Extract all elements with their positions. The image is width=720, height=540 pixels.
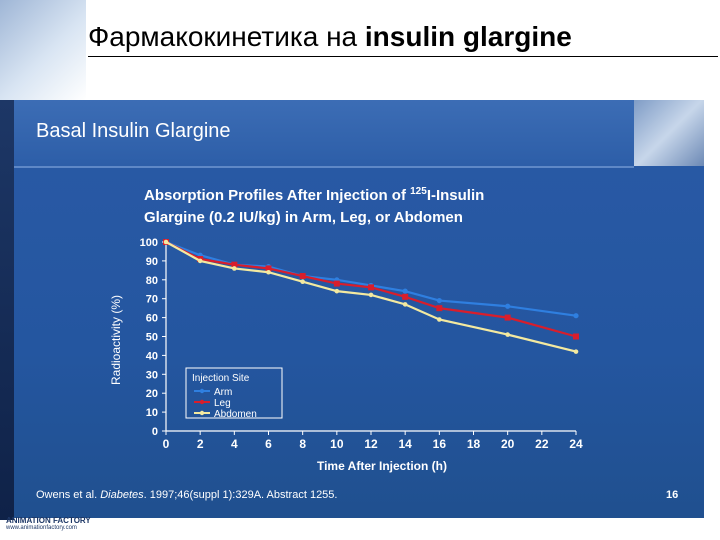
x-axis-label: Time After Injection (h) — [317, 459, 447, 473]
chart: Absorption Profiles After Injection of 1… — [36, 186, 678, 501]
data-point — [368, 292, 374, 298]
x-tick-label: 6 — [265, 437, 272, 451]
legend-label: Leg — [214, 398, 231, 409]
legend-label: Abdomen — [214, 409, 257, 420]
x-tick-label: 16 — [433, 437, 447, 451]
x-tick-label: 12 — [364, 437, 378, 451]
x-tick-label: 22 — [535, 437, 549, 451]
slide-number: 16 — [666, 489, 678, 501]
left-strip — [0, 100, 14, 520]
data-point — [505, 332, 510, 337]
data-point — [402, 293, 409, 300]
data-point — [266, 269, 271, 275]
footer-logo: ANIMATION FACTORY www.animationfactory.c… — [6, 516, 91, 531]
data-point — [505, 303, 511, 309]
x-tick-label: 24 — [569, 437, 583, 451]
series-abdomen — [163, 239, 579, 354]
data-point — [436, 305, 443, 312]
data-point — [437, 317, 442, 322]
y-tick-label: 60 — [146, 313, 158, 325]
legend-marker — [199, 399, 205, 405]
legend-title: Injection Site — [192, 373, 250, 384]
y-tick-label: 30 — [146, 369, 158, 381]
corner-decoration — [0, 0, 86, 100]
data-point — [333, 280, 340, 287]
x-tick-label: 2 — [197, 437, 204, 451]
legend-label: Arm — [214, 387, 232, 398]
data-point — [573, 349, 579, 354]
page-title-text: Фармакокинетика на — [88, 21, 365, 52]
x-tick-label: 4 — [231, 437, 238, 451]
data-point — [573, 313, 579, 319]
y-tick-label: 50 — [146, 332, 158, 344]
data-point — [368, 284, 374, 291]
data-point — [299, 273, 306, 280]
y-tick-label: 0 — [152, 426, 158, 438]
y-tick-label: 90 — [146, 256, 158, 268]
data-point — [300, 279, 305, 284]
y-tick-label: 10 — [146, 407, 158, 419]
data-point — [504, 314, 511, 321]
page-title: Фармакокинетика на insulin glargine — [88, 18, 718, 57]
data-point — [163, 239, 169, 245]
data-point — [402, 288, 408, 294]
slide-header: Basal Insulin Glargine — [14, 100, 634, 168]
x-tick-label: 10 — [330, 437, 344, 451]
x-tick-label: 8 — [299, 437, 306, 451]
data-point — [436, 297, 442, 304]
chart-title-line1: Absorption Profiles After Injection of 1… — [144, 186, 484, 204]
footer-logo-line2: www.animationfactory.com — [6, 525, 77, 531]
x-tick-label: 14 — [398, 437, 412, 451]
slide-panel: Basal Insulin Glargine Absorption Profil… — [14, 100, 704, 518]
x-tick-label: 18 — [467, 437, 481, 451]
data-point — [334, 288, 340, 294]
y-tick-label: 80 — [146, 275, 158, 287]
y-tick-labels: 0 10 20 30 40 50 60 70 80 90 100 — [140, 237, 166, 438]
x-tick-label: 0 — [163, 437, 170, 451]
corner-photo — [634, 100, 704, 166]
citation: Owens et al. Diabetes. 1997;46(suppl 1):… — [36, 489, 337, 501]
x-tick-labels: 0 2 4 6 8 10 12 14 16 18 20 22 24 — [163, 431, 583, 451]
page-title-bold: insulin glargine — [364, 21, 572, 52]
data-point — [231, 261, 238, 268]
legend-marker — [199, 410, 205, 416]
series-leg — [163, 239, 579, 340]
y-axis-label: Radioactivity (%) — [109, 295, 123, 385]
data-point — [197, 258, 203, 264]
series-layer — [163, 239, 579, 354]
legend-box — [185, 367, 283, 419]
y-tick-label: 70 — [146, 294, 158, 306]
x-tick-label: 20 — [501, 437, 515, 451]
y-tick-label: 40 — [146, 350, 158, 362]
data-point — [573, 333, 579, 340]
y-tick-label: 100 — [140, 237, 158, 249]
legend-marker — [199, 388, 205, 394]
footer-logo-line1: ANIMATION FACTORY — [6, 516, 91, 525]
data-point — [232, 266, 237, 271]
y-tick-label: 20 — [146, 388, 158, 400]
series-arm — [163, 239, 579, 319]
chart-title-line2: Glargine (0.2 IU/kg) in Arm, Leg, or Abd… — [144, 209, 463, 226]
data-point — [265, 265, 272, 272]
slide-title: Basal Insulin Glargine — [36, 120, 231, 142]
data-point — [402, 302, 408, 307]
series-line-arm — [165, 240, 577, 317]
